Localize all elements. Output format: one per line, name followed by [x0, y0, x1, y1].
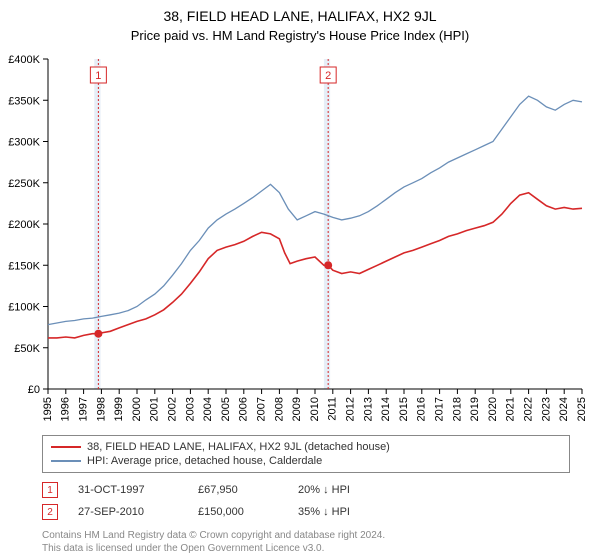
event-date: 31-OCT-1997 [78, 484, 178, 496]
legend-swatch [51, 460, 81, 462]
svg-text:2010: 2010 [309, 397, 321, 421]
svg-text:1: 1 [95, 70, 101, 82]
footer-attribution: Contains HM Land Registry data © Crown c… [42, 529, 570, 555]
svg-text:1996: 1996 [60, 397, 72, 421]
svg-text:2002: 2002 [167, 397, 179, 421]
svg-text:2019: 2019 [469, 397, 481, 421]
svg-text:2025: 2025 [576, 397, 588, 421]
svg-text:£50K: £50K [14, 343, 40, 355]
event-price: £67,950 [198, 484, 278, 496]
svg-text:1995: 1995 [42, 397, 54, 421]
svg-text:2016: 2016 [416, 397, 428, 421]
event-price: £150,000 [198, 506, 278, 518]
svg-text:2000: 2000 [131, 397, 143, 421]
svg-text:2011: 2011 [327, 397, 339, 421]
legend-item: 38, FIELD HEAD LANE, HALIFAX, HX2 9JL (d… [51, 440, 561, 454]
event-marker: 1 [42, 482, 58, 498]
svg-text:£300K: £300K [8, 137, 40, 149]
footer-line-1: Contains HM Land Registry data © Crown c… [42, 529, 570, 542]
chart-area: £0 £50K £100K £150K £200K £250K £300K £350K £400… [0, 49, 600, 429]
svg-text:2013: 2013 [362, 397, 374, 421]
svg-text:£0: £0 [28, 384, 40, 396]
svg-text:£200K: £200K [8, 219, 40, 231]
event-diff: 35% ↓ HPI [298, 506, 350, 518]
svg-text:1999: 1999 [113, 397, 125, 421]
footer-line-2: This data is licensed under the Open Gov… [42, 542, 570, 555]
svg-text:2001: 2001 [149, 397, 161, 421]
svg-text:2020: 2020 [487, 397, 499, 421]
event-marker: 2 [42, 504, 58, 520]
svg-text:2018: 2018 [451, 397, 463, 421]
chart-subtitle: Price paid vs. HM Land Registry's House … [0, 24, 600, 49]
svg-text:2017: 2017 [434, 397, 446, 421]
svg-text:2024: 2024 [558, 397, 570, 421]
svg-text:2007: 2007 [256, 397, 268, 421]
chart-title: 38, FIELD HEAD LANE, HALIFAX, HX2 9JL [0, 0, 600, 24]
svg-text:£350K: £350K [8, 95, 40, 107]
svg-text:2003: 2003 [184, 397, 196, 421]
svg-text:2022: 2022 [523, 397, 535, 421]
svg-text:2023: 2023 [540, 397, 552, 421]
legend-label: HPI: Average price, detached house, Cald… [87, 455, 322, 467]
event-row: 1 31-OCT-1997 £67,950 20% ↓ HPI [42, 479, 570, 501]
chart-svg: £0 £50K £100K £150K £200K £250K £300K £350K £400… [0, 49, 600, 429]
svg-text:2015: 2015 [398, 397, 410, 421]
svg-text:2009: 2009 [291, 397, 303, 421]
svg-text:2006: 2006 [238, 397, 250, 421]
legend-item: HPI: Average price, detached house, Cald… [51, 454, 561, 468]
svg-text:2012: 2012 [345, 397, 357, 421]
svg-text:2: 2 [325, 70, 331, 82]
svg-text:2004: 2004 [202, 397, 214, 421]
event-date: 27-SEP-2010 [78, 506, 178, 518]
legend-swatch [51, 446, 81, 448]
svg-text:£250K: £250K [8, 178, 40, 190]
svg-text:2008: 2008 [273, 397, 285, 421]
legend-label: 38, FIELD HEAD LANE, HALIFAX, HX2 9JL (d… [87, 441, 390, 453]
svg-text:2021: 2021 [505, 397, 517, 421]
event-row: 2 27-SEP-2010 £150,000 35% ↓ HPI [42, 501, 570, 523]
svg-text:£100K: £100K [8, 302, 40, 314]
svg-text:£400K: £400K [8, 54, 40, 66]
svg-text:2005: 2005 [220, 397, 232, 421]
svg-text:1998: 1998 [95, 397, 107, 421]
svg-text:1997: 1997 [78, 397, 90, 421]
event-diff: 20% ↓ HPI [298, 484, 350, 496]
svg-text:2014: 2014 [380, 397, 392, 421]
event-list: 1 31-OCT-1997 £67,950 20% ↓ HPI 2 27-SEP-2010… [42, 479, 570, 523]
svg-text:£150K: £150K [8, 260, 40, 272]
legend-box: 38, FIELD HEAD LANE, HALIFAX, HX2 9JL (d… [42, 435, 570, 473]
